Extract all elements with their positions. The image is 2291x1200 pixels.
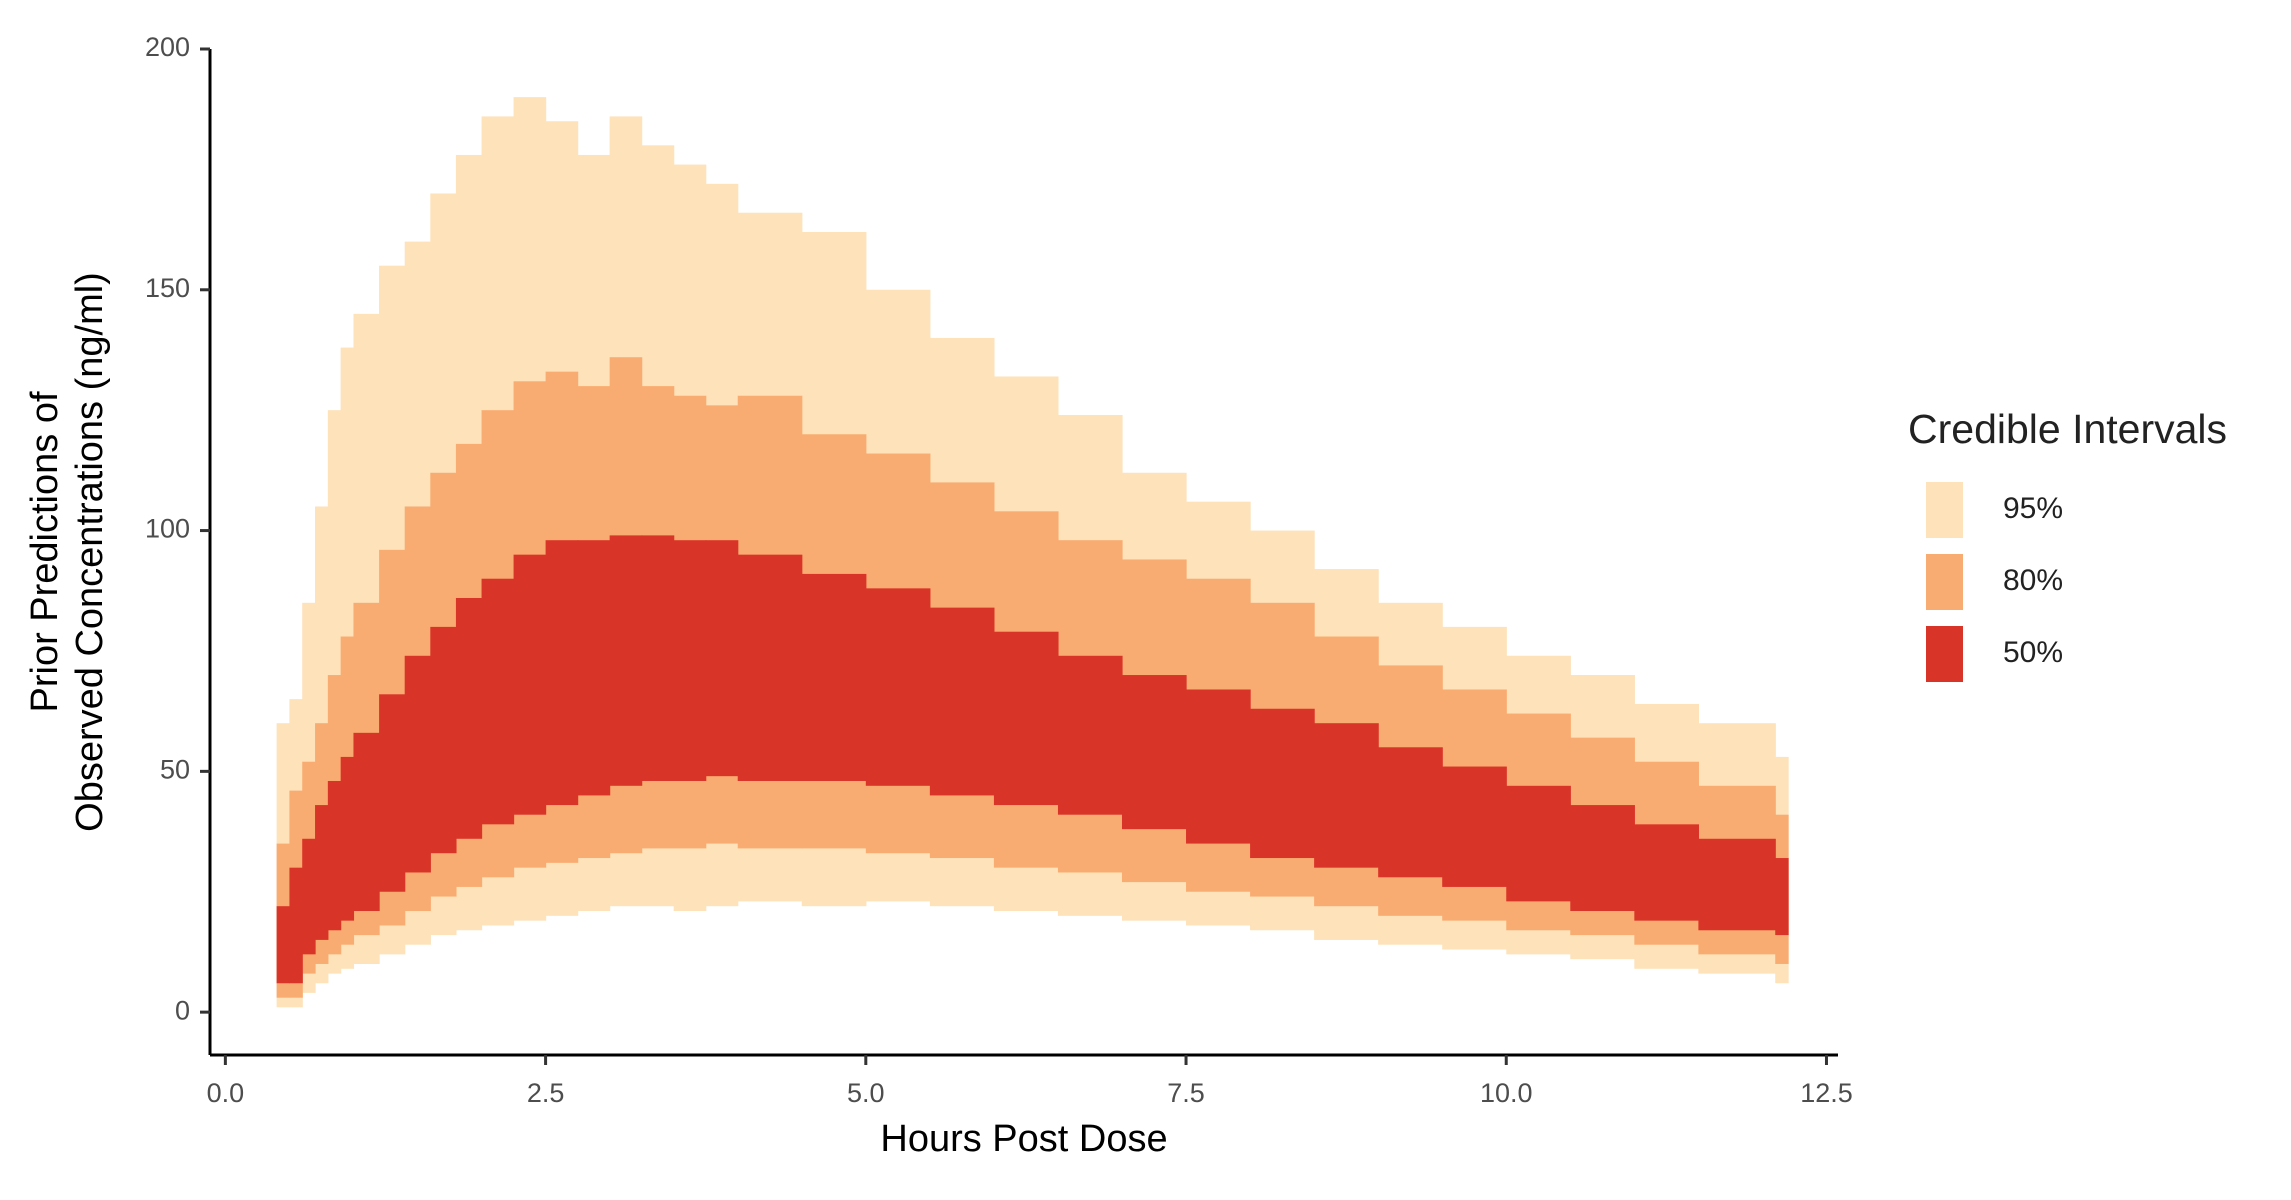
y-tick-label: 50 <box>160 754 190 784</box>
interval-band-segment <box>577 540 611 796</box>
legend-label: 50% <box>2003 636 2063 669</box>
interval-band-segment <box>276 906 291 984</box>
legend-title: Credible Intervals <box>1908 406 2227 452</box>
interval-band-segment <box>353 732 380 912</box>
interval-band-segment <box>1698 838 1776 931</box>
x-axis-title: Hours Post Dose <box>880 1118 1167 1160</box>
interval-band-segment <box>993 631 1059 806</box>
interval-band-segment <box>705 540 739 777</box>
interval-band-segment <box>1442 766 1507 887</box>
interval-band-segment <box>289 867 303 984</box>
y-axis-title: Prior Predictions of <box>24 391 66 712</box>
legend-swatch <box>1926 626 1963 682</box>
interval-band-segment <box>1057 655 1123 815</box>
interval-band-segment <box>1250 708 1315 859</box>
legend-swatch <box>1926 554 1963 610</box>
y-tick-label: 100 <box>145 514 190 544</box>
interval-band-segment <box>513 554 547 815</box>
interval-band-segment <box>1314 723 1379 868</box>
interval-band-segment <box>545 540 579 806</box>
x-tick-label: 2.5 <box>527 1078 565 1108</box>
legend-label: 80% <box>2003 564 2063 597</box>
y-tick-label: 0 <box>175 995 190 1025</box>
interval-band-segment <box>315 805 329 940</box>
y-tick-label: 200 <box>145 32 190 62</box>
x-tick-label: 5.0 <box>847 1078 885 1108</box>
interval-band-segment <box>1634 824 1699 921</box>
interval-band-segment <box>430 626 457 854</box>
x-tick-label: 7.5 <box>1167 1078 1205 1108</box>
interval-band-segment <box>1186 689 1251 844</box>
interval-band-segment <box>929 607 995 796</box>
legend-swatch <box>1926 482 1963 538</box>
y-axis-title: Observed Concentrations (ng/ml) <box>69 272 111 832</box>
interval-band-segment <box>737 554 803 781</box>
interval-band-segment <box>379 694 406 892</box>
legend-label: 95% <box>2003 492 2063 525</box>
x-tick-label: 0.0 <box>207 1078 245 1108</box>
interval-band-segment <box>481 578 515 825</box>
interval-band-segment <box>1775 858 1789 936</box>
x-tick-label: 10.0 <box>1480 1078 1533 1108</box>
interval-band-segment <box>455 597 483 839</box>
interval-band-segment <box>302 838 316 955</box>
interval-band-segment <box>865 588 931 786</box>
y-tick-label: 150 <box>145 273 190 303</box>
x-tick-label: 12.5 <box>1800 1078 1853 1108</box>
interval-band-segment <box>673 540 707 781</box>
interval-band-segment <box>340 756 355 921</box>
interval-band-segment <box>641 535 675 781</box>
interval-band-segment <box>609 535 643 786</box>
interval-band-segment <box>801 573 867 781</box>
interval-band-segment <box>1570 805 1635 912</box>
interval-band-segment <box>327 780 342 931</box>
interval-band-segment <box>1506 785 1571 902</box>
interval-band-segment <box>1378 747 1443 878</box>
interval-band-segment <box>404 655 431 873</box>
interval-band-segment <box>1121 675 1187 830</box>
